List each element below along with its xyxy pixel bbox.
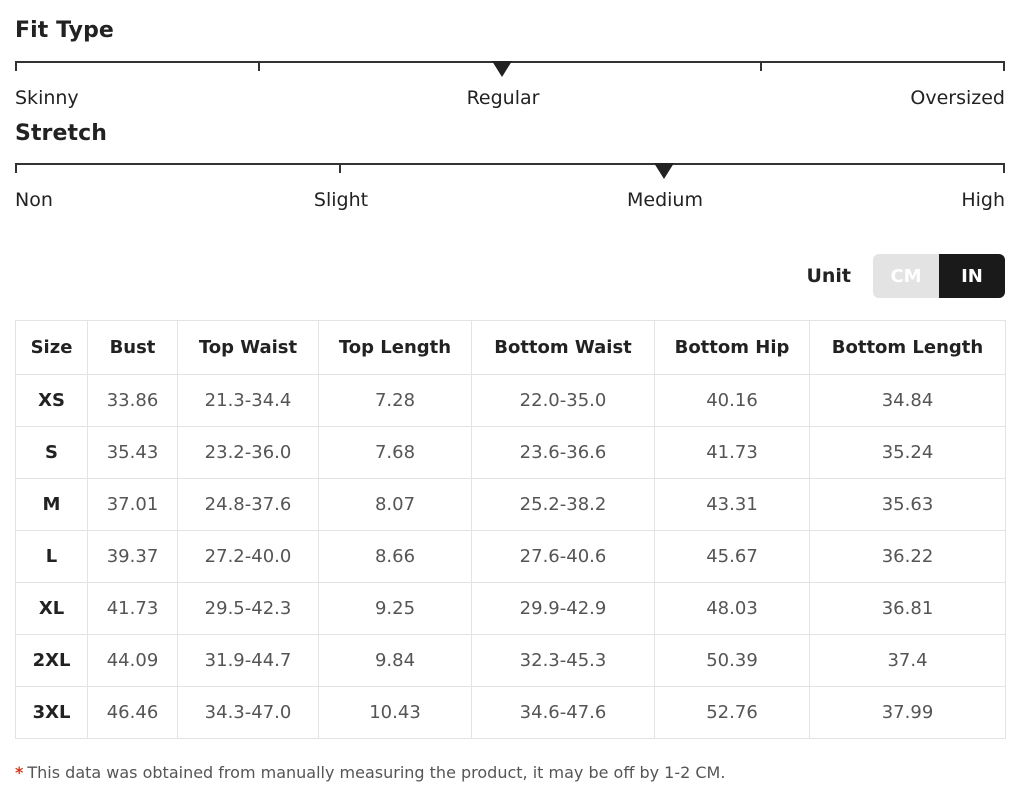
measurement-cell: 39.37 (87, 530, 178, 583)
measurement-cell: 10.43 (318, 686, 472, 739)
measurement-cell: 25.2-38.2 (471, 478, 655, 531)
measurement-cell: 34.3-47.0 (177, 686, 319, 739)
measurement-cell: 21.3-34.4 (177, 374, 319, 427)
stretch-scale: Non Slight Medium High (15, 157, 1005, 217)
size-cell: 3XL (15, 686, 88, 739)
size-cell: XS (15, 374, 88, 427)
measurement-cell: 8.66 (318, 530, 472, 583)
unit-cm-button[interactable]: CM (873, 254, 939, 298)
scale-tick (1003, 163, 1005, 173)
header-top-length: Top Length (318, 320, 472, 375)
measurement-cell: 43.31 (654, 478, 810, 531)
measurement-cell: 37.4 (809, 634, 1006, 687)
unit-toggle: CM IN (873, 254, 1005, 298)
stretch-label-medium: Medium (627, 189, 703, 211)
fit-label-oversized: Oversized (910, 87, 1005, 109)
table-row: XS 33.86 21.3-34.4 7.28 22.0-35.0 40.16 34.84 (15, 374, 1006, 427)
measurement-cell: 48.03 (654, 582, 810, 635)
measurement-cell: 7.28 (318, 374, 472, 427)
size-cell: L (15, 530, 88, 583)
size-cell: XL (15, 582, 88, 635)
measurement-cell: 41.73 (654, 426, 810, 479)
scale-tick (1003, 61, 1005, 71)
unit-label: Unit (806, 265, 851, 287)
stretch-marker-icon (654, 163, 674, 179)
fit-type-scale: Skinny Regular Oversized (15, 55, 1005, 115)
measurement-cell: 31.9-44.7 (177, 634, 319, 687)
measurement-cell: 27.2-40.0 (177, 530, 319, 583)
measurement-cell: 37.01 (87, 478, 178, 531)
measurement-cell: 36.22 (809, 530, 1006, 583)
measurement-cell: 29.5-42.3 (177, 582, 319, 635)
header-bottom-waist: Bottom Waist (471, 320, 655, 375)
measurement-cell: 9.25 (318, 582, 472, 635)
fit-label-skinny: Skinny (15, 87, 79, 109)
measurement-cell: 33.86 (87, 374, 178, 427)
measurement-cell: 40.16 (654, 374, 810, 427)
stretch-title: Stretch (15, 121, 108, 146)
measurement-cell: 7.68 (318, 426, 472, 479)
table-row: L 39.37 27.2-40.0 8.66 27.6-40.6 45.67 36.22 (15, 530, 1006, 583)
table-row: 3XL 46.46 34.3-47.0 10.43 34.6-47.6 52.76 37.9… (15, 686, 1006, 739)
header-size: Size (15, 320, 88, 375)
unit-selector: Unit CM IN (806, 254, 1005, 298)
measurement-cell: 32.3-45.3 (471, 634, 655, 687)
measurement-cell: 44.09 (87, 634, 178, 687)
scale-tick (339, 163, 341, 173)
measurement-cell: 46.46 (87, 686, 178, 739)
table-header-row: Size Bust Top Waist Top Length Bottom Wa… (15, 320, 1006, 375)
header-bust: Bust (87, 320, 178, 375)
fit-type-title: Fit Type (15, 18, 114, 43)
fit-type-marker-icon (492, 61, 512, 77)
measurement-cell: 34.6-47.6 (471, 686, 655, 739)
fit-label-regular: Regular (466, 87, 540, 109)
measurement-cell: 34.84 (809, 374, 1006, 427)
scale-tick (15, 61, 17, 71)
measurement-cell: 52.76 (654, 686, 810, 739)
unit-in-button[interactable]: IN (939, 254, 1005, 298)
measurement-cell: 35.43 (87, 426, 178, 479)
scale-tick (258, 61, 260, 71)
measurement-cell: 29.9-42.9 (471, 582, 655, 635)
measurement-cell: 22.0-35.0 (471, 374, 655, 427)
measurement-cell: 23.6-36.6 (471, 426, 655, 479)
scale-tick (760, 61, 762, 71)
stretch-label-slight: Slight (313, 189, 369, 211)
size-chart-table: Size Bust Top Waist Top Length Bottom Wa… (15, 320, 1006, 739)
measurement-cell: 50.39 (654, 634, 810, 687)
measurement-cell: 35.63 (809, 478, 1006, 531)
table-row: M 37.01 24.8-37.6 8.07 25.2-38.2 43.31 35.63 (15, 478, 1006, 531)
measurement-cell: 24.8-37.6 (177, 478, 319, 531)
footnote-asterisk: * (15, 763, 24, 782)
measurement-cell: 36.81 (809, 582, 1006, 635)
stretch-label-non: Non (15, 189, 53, 211)
footnote-text: This data was obtained from manually mea… (27, 763, 726, 782)
measurement-cell: 37.99 (809, 686, 1006, 739)
header-bottom-hip: Bottom Hip (654, 320, 810, 375)
table-row: 2XL 44.09 31.9-44.7 9.84 32.3-45.3 50.39 37.4 (15, 634, 1006, 687)
measurement-cell: 45.67 (654, 530, 810, 583)
scale-tick (15, 163, 17, 173)
stretch-scale-line (15, 163, 1005, 165)
measurement-cell: 8.07 (318, 478, 472, 531)
measurement-cell: 27.6-40.6 (471, 530, 655, 583)
measurement-cell: 41.73 (87, 582, 178, 635)
measurement-cell: 35.24 (809, 426, 1006, 479)
measurement-cell: 23.2-36.0 (177, 426, 319, 479)
footnote: * This data was obtained from manually me… (15, 763, 725, 782)
header-top-waist: Top Waist (177, 320, 319, 375)
header-bottom-length: Bottom Length (809, 320, 1006, 375)
table-row: XL 41.73 29.5-42.3 9.25 29.9-42.9 48.03 36.81 (15, 582, 1006, 635)
size-cell: S (15, 426, 88, 479)
size-cell: 2XL (15, 634, 88, 687)
stretch-label-high: High (961, 189, 1005, 211)
table-row: S 35.43 23.2-36.0 7.68 23.6-36.6 41.73 35.24 (15, 426, 1006, 479)
size-cell: M (15, 478, 88, 531)
measurement-cell: 9.84 (318, 634, 472, 687)
